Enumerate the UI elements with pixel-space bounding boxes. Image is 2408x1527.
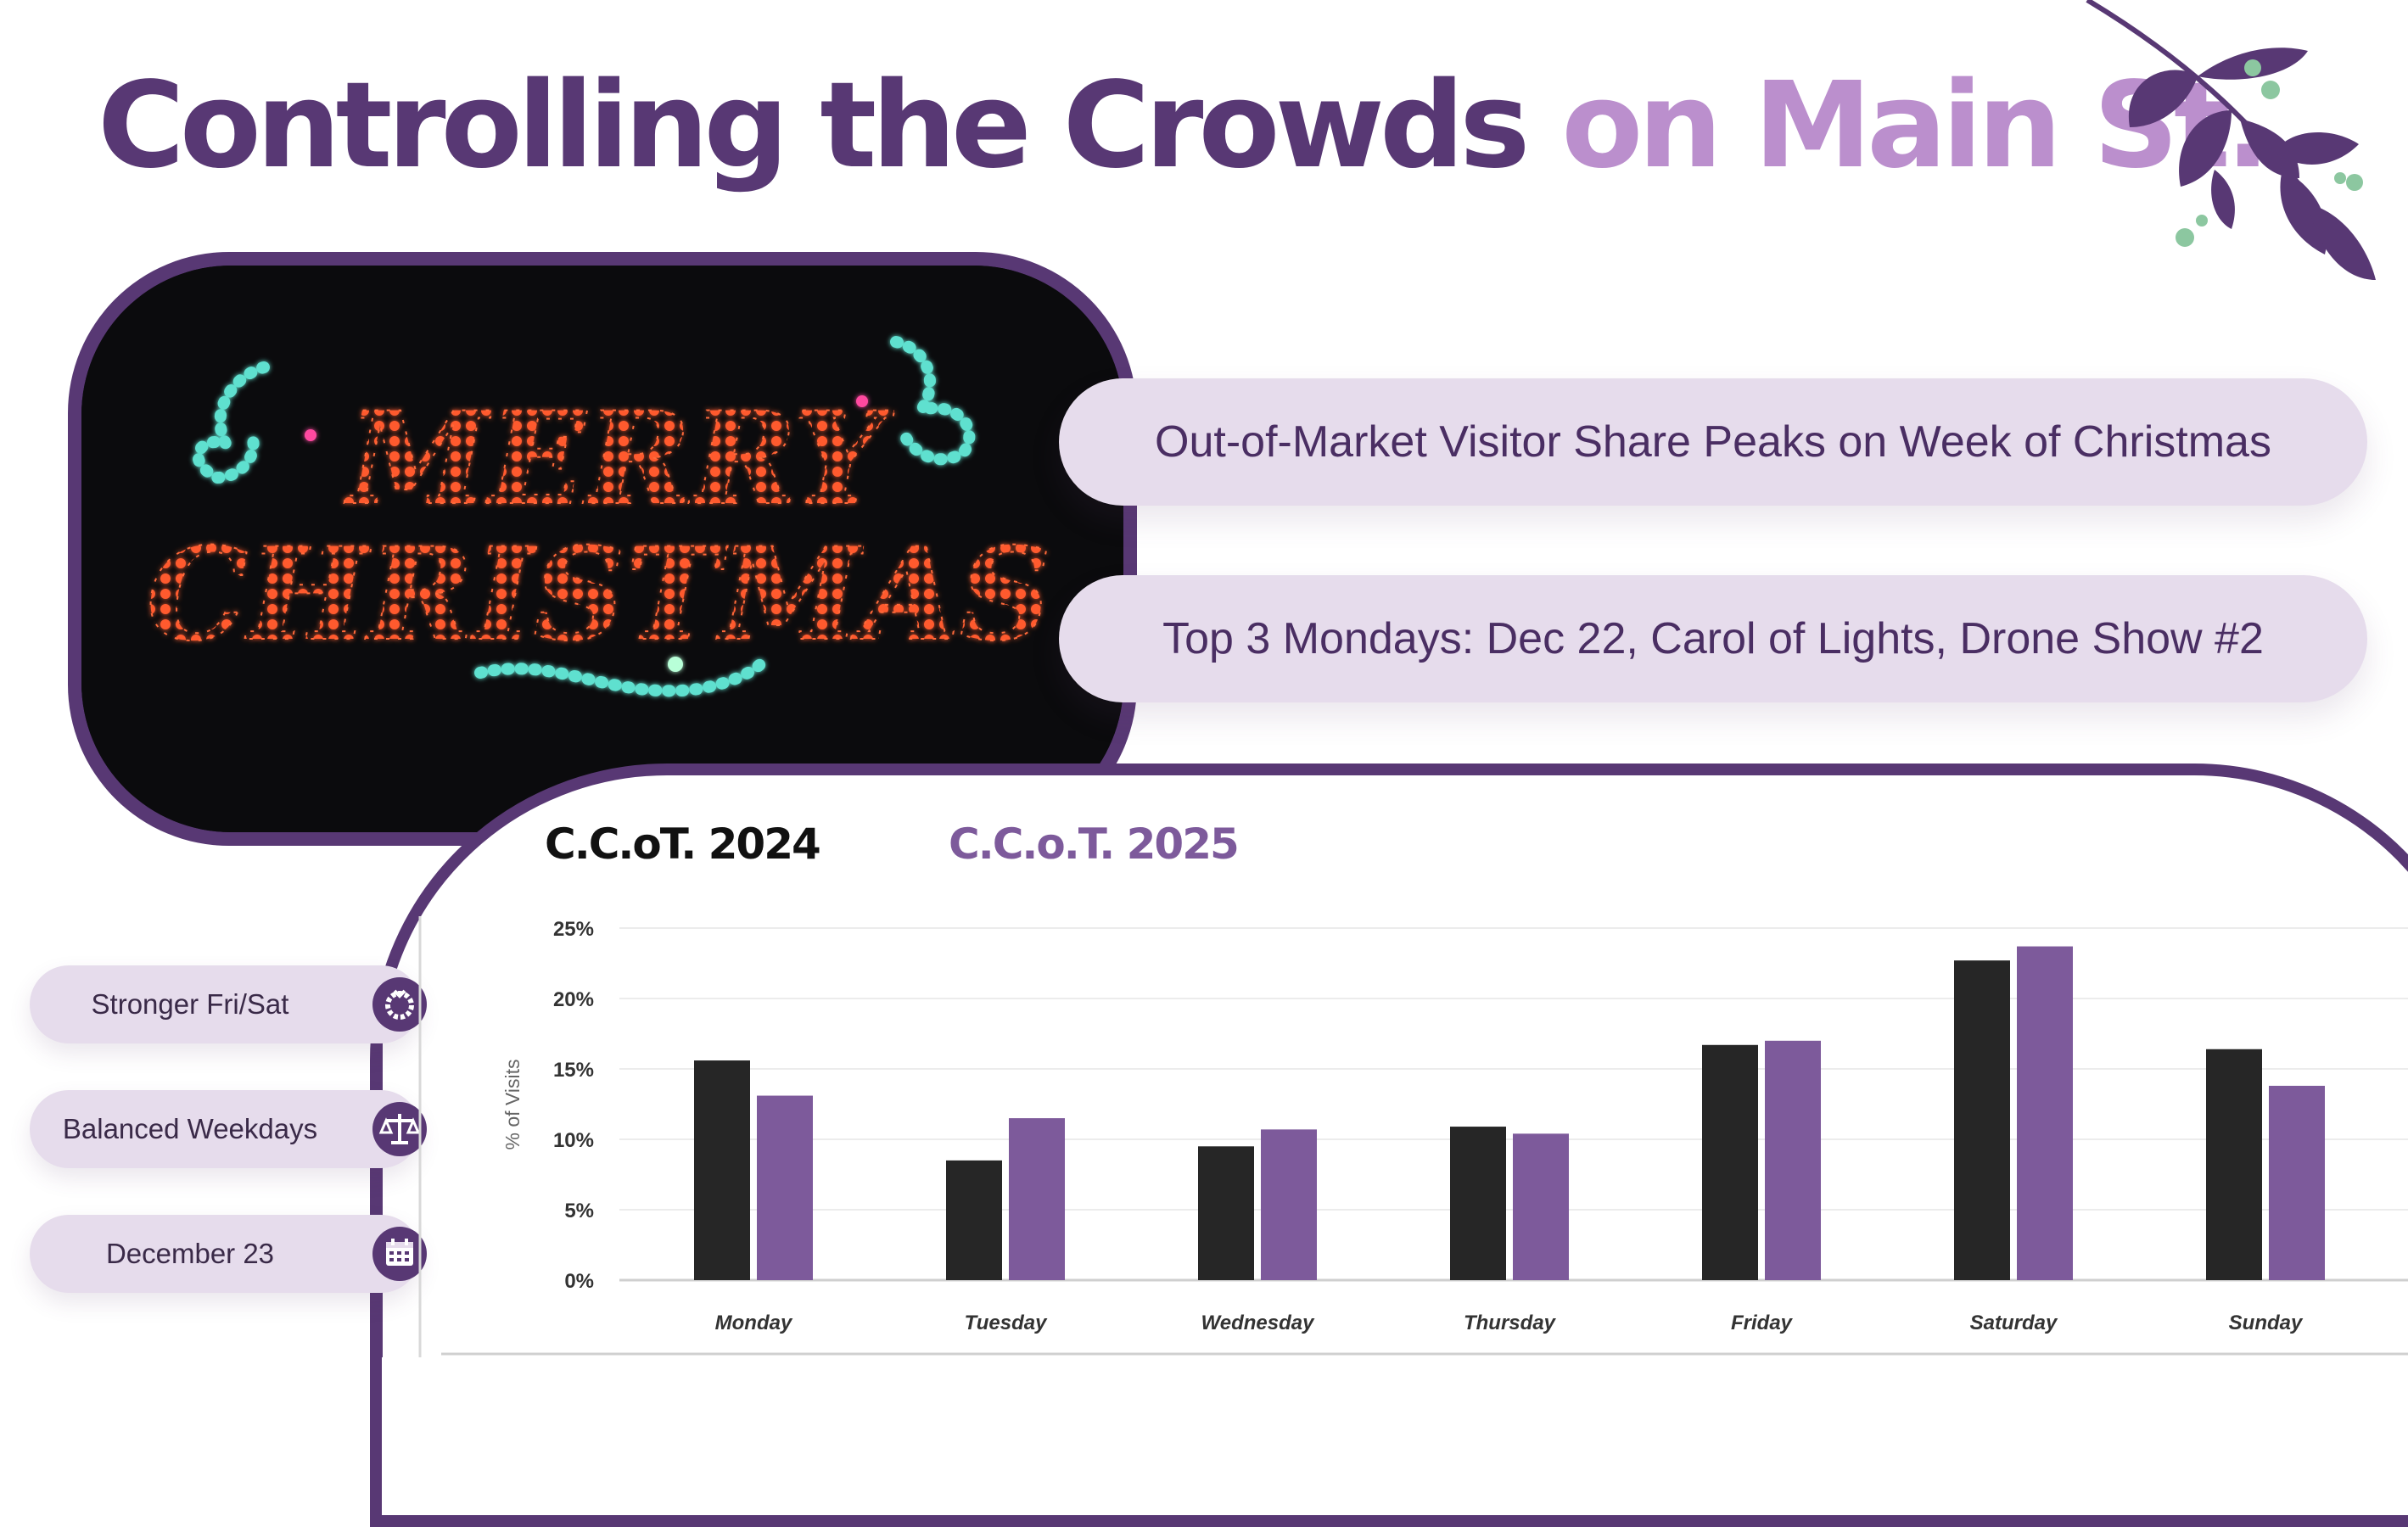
x-tick-label: Saturday xyxy=(1970,1312,2058,1334)
y-axis-label: % of Visits xyxy=(501,1060,524,1150)
y-tick-label: 10% xyxy=(553,1129,594,1152)
bar-2024-tuesday xyxy=(946,1160,1002,1280)
badge-december-23: December 23 xyxy=(30,1215,427,1293)
badge-stronger-fri-sat: Stronger Fri/Sat xyxy=(30,965,427,1043)
bar-2025-monday xyxy=(757,1095,813,1280)
scales-icon xyxy=(372,1102,427,1156)
bar-2024-sunday xyxy=(2206,1049,2262,1280)
bar-2025-tuesday xyxy=(1009,1118,1065,1280)
x-tick-label: Tuesday xyxy=(965,1312,1049,1334)
mistletoe-decoration xyxy=(2070,0,2408,297)
headline-text-1: Out-of-Market Visitor Share Peaks on Wee… xyxy=(1155,417,2271,467)
calendar-icon xyxy=(372,1227,427,1281)
bar-2024-monday xyxy=(694,1060,750,1280)
bar-chart: 0% 5% 10% 15% 20% 25% % of Visits Monday Tuesday… xyxy=(418,916,2408,1357)
merry-christmas-lights-photo: MERRY CHRISTMAS xyxy=(81,266,1123,832)
x-tick-label: Thursday xyxy=(1464,1312,1557,1334)
photo-line1: MERRY xyxy=(344,384,895,534)
badge-balanced-weekdays: Balanced Weekdays xyxy=(30,1090,427,1168)
x-tick-label: Monday xyxy=(715,1312,793,1334)
bar-2025-saturday xyxy=(2017,946,2073,1280)
photo-line2: CHRISTMAS xyxy=(147,520,1052,669)
bar-2025-thursday xyxy=(1513,1133,1569,1280)
x-tick-label: Sunday xyxy=(2229,1312,2304,1334)
bar-2024-wednesday xyxy=(1198,1146,1254,1280)
headline-pill-1: Out-of-Market Visitor Share Peaks on Wee… xyxy=(1059,378,2367,506)
badge-label: December 23 xyxy=(105,1238,275,1269)
legend-2025: C.C.o.T. 2025 xyxy=(949,819,1240,869)
y-tick-label: 25% xyxy=(553,918,594,941)
headline-pill-2: Top 3 Mondays: Dec 22, Carol of Lights, … xyxy=(1059,575,2367,702)
badge-label: Stronger Fri/Sat xyxy=(91,988,289,1020)
bar-2024-thursday xyxy=(1450,1127,1506,1280)
bar-2024-saturday xyxy=(1954,960,2010,1280)
x-tick-label: Wednesday xyxy=(1201,1312,1316,1334)
y-tick-label: 15% xyxy=(553,1059,594,1082)
y-tick-label: 5% xyxy=(564,1200,594,1222)
y-tick-label: 0% xyxy=(564,1270,594,1293)
headline-text-2: Top 3 Mondays: Dec 22, Carol of Lights, … xyxy=(1162,614,2264,663)
title-main: Controlling the Crowds xyxy=(98,57,1530,195)
wreath-icon xyxy=(372,977,427,1032)
bar-2025-sunday xyxy=(2269,1085,2325,1280)
bar-2025-wednesday xyxy=(1261,1129,1317,1280)
badge-label: Balanced Weekdays xyxy=(62,1113,318,1144)
y-tick-label: 20% xyxy=(553,988,594,1011)
photo-frame: MERRY CHRISTMAS xyxy=(68,252,1137,846)
x-tick-label: Friday xyxy=(1731,1312,1794,1334)
legend-2024: C.C.oT. 2024 xyxy=(545,819,821,869)
bar-2025-friday xyxy=(1765,1040,1821,1280)
bar-2024-friday xyxy=(1702,1044,1758,1280)
